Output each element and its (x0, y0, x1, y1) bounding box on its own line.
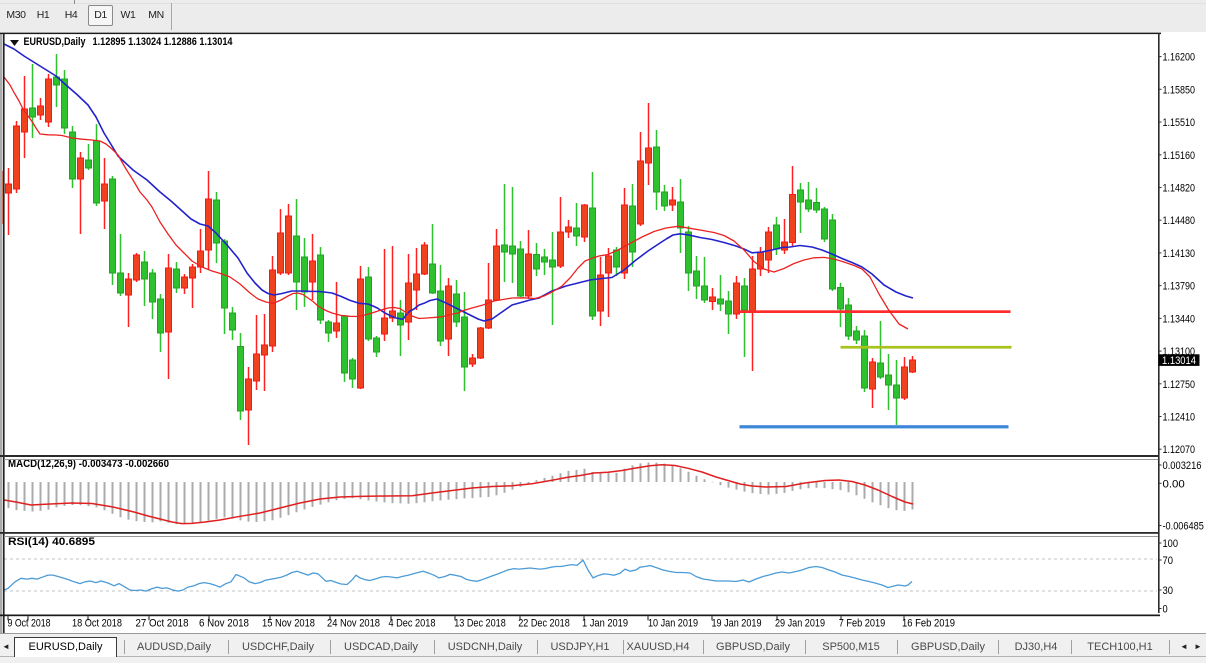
svg-text:10 Jan 2019: 10 Jan 2019 (648, 617, 698, 629)
svg-text:1.13790: 1.13790 (1163, 281, 1196, 293)
svg-text:0.003216: 0.003216 (1163, 460, 1202, 472)
svg-text:19 Jan 2019: 19 Jan 2019 (712, 617, 762, 629)
svg-text:1.15160: 1.15160 (1163, 150, 1196, 162)
svg-text:1.16200: 1.16200 (1163, 52, 1196, 64)
svg-text:30: 30 (1163, 585, 1174, 597)
svg-text:27 Oct 2018: 27 Oct 2018 (136, 617, 189, 629)
svg-text:1.12895 1.13024 1.12886 1.1301: 1.12895 1.13024 1.12886 1.13014 (93, 36, 234, 48)
svg-text:70: 70 (1163, 555, 1174, 567)
svg-text:24 Nov 2018: 24 Nov 2018 (327, 617, 380, 629)
svg-text:1.14480: 1.14480 (1163, 215, 1196, 227)
svg-text:7 Feb 2019: 7 Feb 2019 (839, 617, 886, 629)
svg-text:15 Nov 2018: 15 Nov 2018 (262, 617, 315, 629)
svg-text:1.12410: 1.12410 (1163, 412, 1196, 424)
svg-text:13 Dec 2018: 13 Dec 2018 (454, 617, 506, 629)
svg-text:0: 0 (1163, 604, 1168, 616)
svg-text:1.14820: 1.14820 (1163, 183, 1196, 195)
svg-text:-0.006485: -0.006485 (1163, 521, 1204, 533)
svg-text:9 Oct 2018: 9 Oct 2018 (8, 617, 51, 629)
svg-text:1.15510: 1.15510 (1163, 117, 1196, 129)
svg-text:EURUSD,Daily: EURUSD,Daily (24, 36, 87, 48)
svg-text:1.12070: 1.12070 (1163, 444, 1196, 456)
svg-text:16 Feb 2019: 16 Feb 2019 (902, 617, 955, 629)
svg-text:6 Nov 2018: 6 Nov 2018 (199, 617, 249, 629)
svg-text:100: 100 (1163, 538, 1179, 550)
svg-text:RSI(14) 40.6895: RSI(14) 40.6895 (8, 536, 95, 548)
svg-text:29 Jan 2019: 29 Jan 2019 (775, 617, 825, 629)
svg-text:1 Jan 2019: 1 Jan 2019 (582, 617, 628, 629)
svg-text:1.12750: 1.12750 (1163, 379, 1196, 391)
svg-text:1.14130: 1.14130 (1163, 248, 1196, 260)
svg-text:1.13440: 1.13440 (1163, 313, 1196, 325)
svg-text:1.13014: 1.13014 (1162, 355, 1196, 367)
svg-text:22 Dec 2018: 22 Dec 2018 (518, 617, 570, 629)
svg-text:1.15850: 1.15850 (1163, 84, 1196, 96)
svg-text:MACD(12,26,9) -0.003473 -0.002: MACD(12,26,9) -0.003473 -0.002660 (8, 458, 169, 470)
svg-text:18 Oct 2018: 18 Oct 2018 (72, 617, 122, 629)
svg-text:4 Dec 2018: 4 Dec 2018 (389, 617, 436, 629)
svg-text:0.00: 0.00 (1163, 478, 1185, 490)
